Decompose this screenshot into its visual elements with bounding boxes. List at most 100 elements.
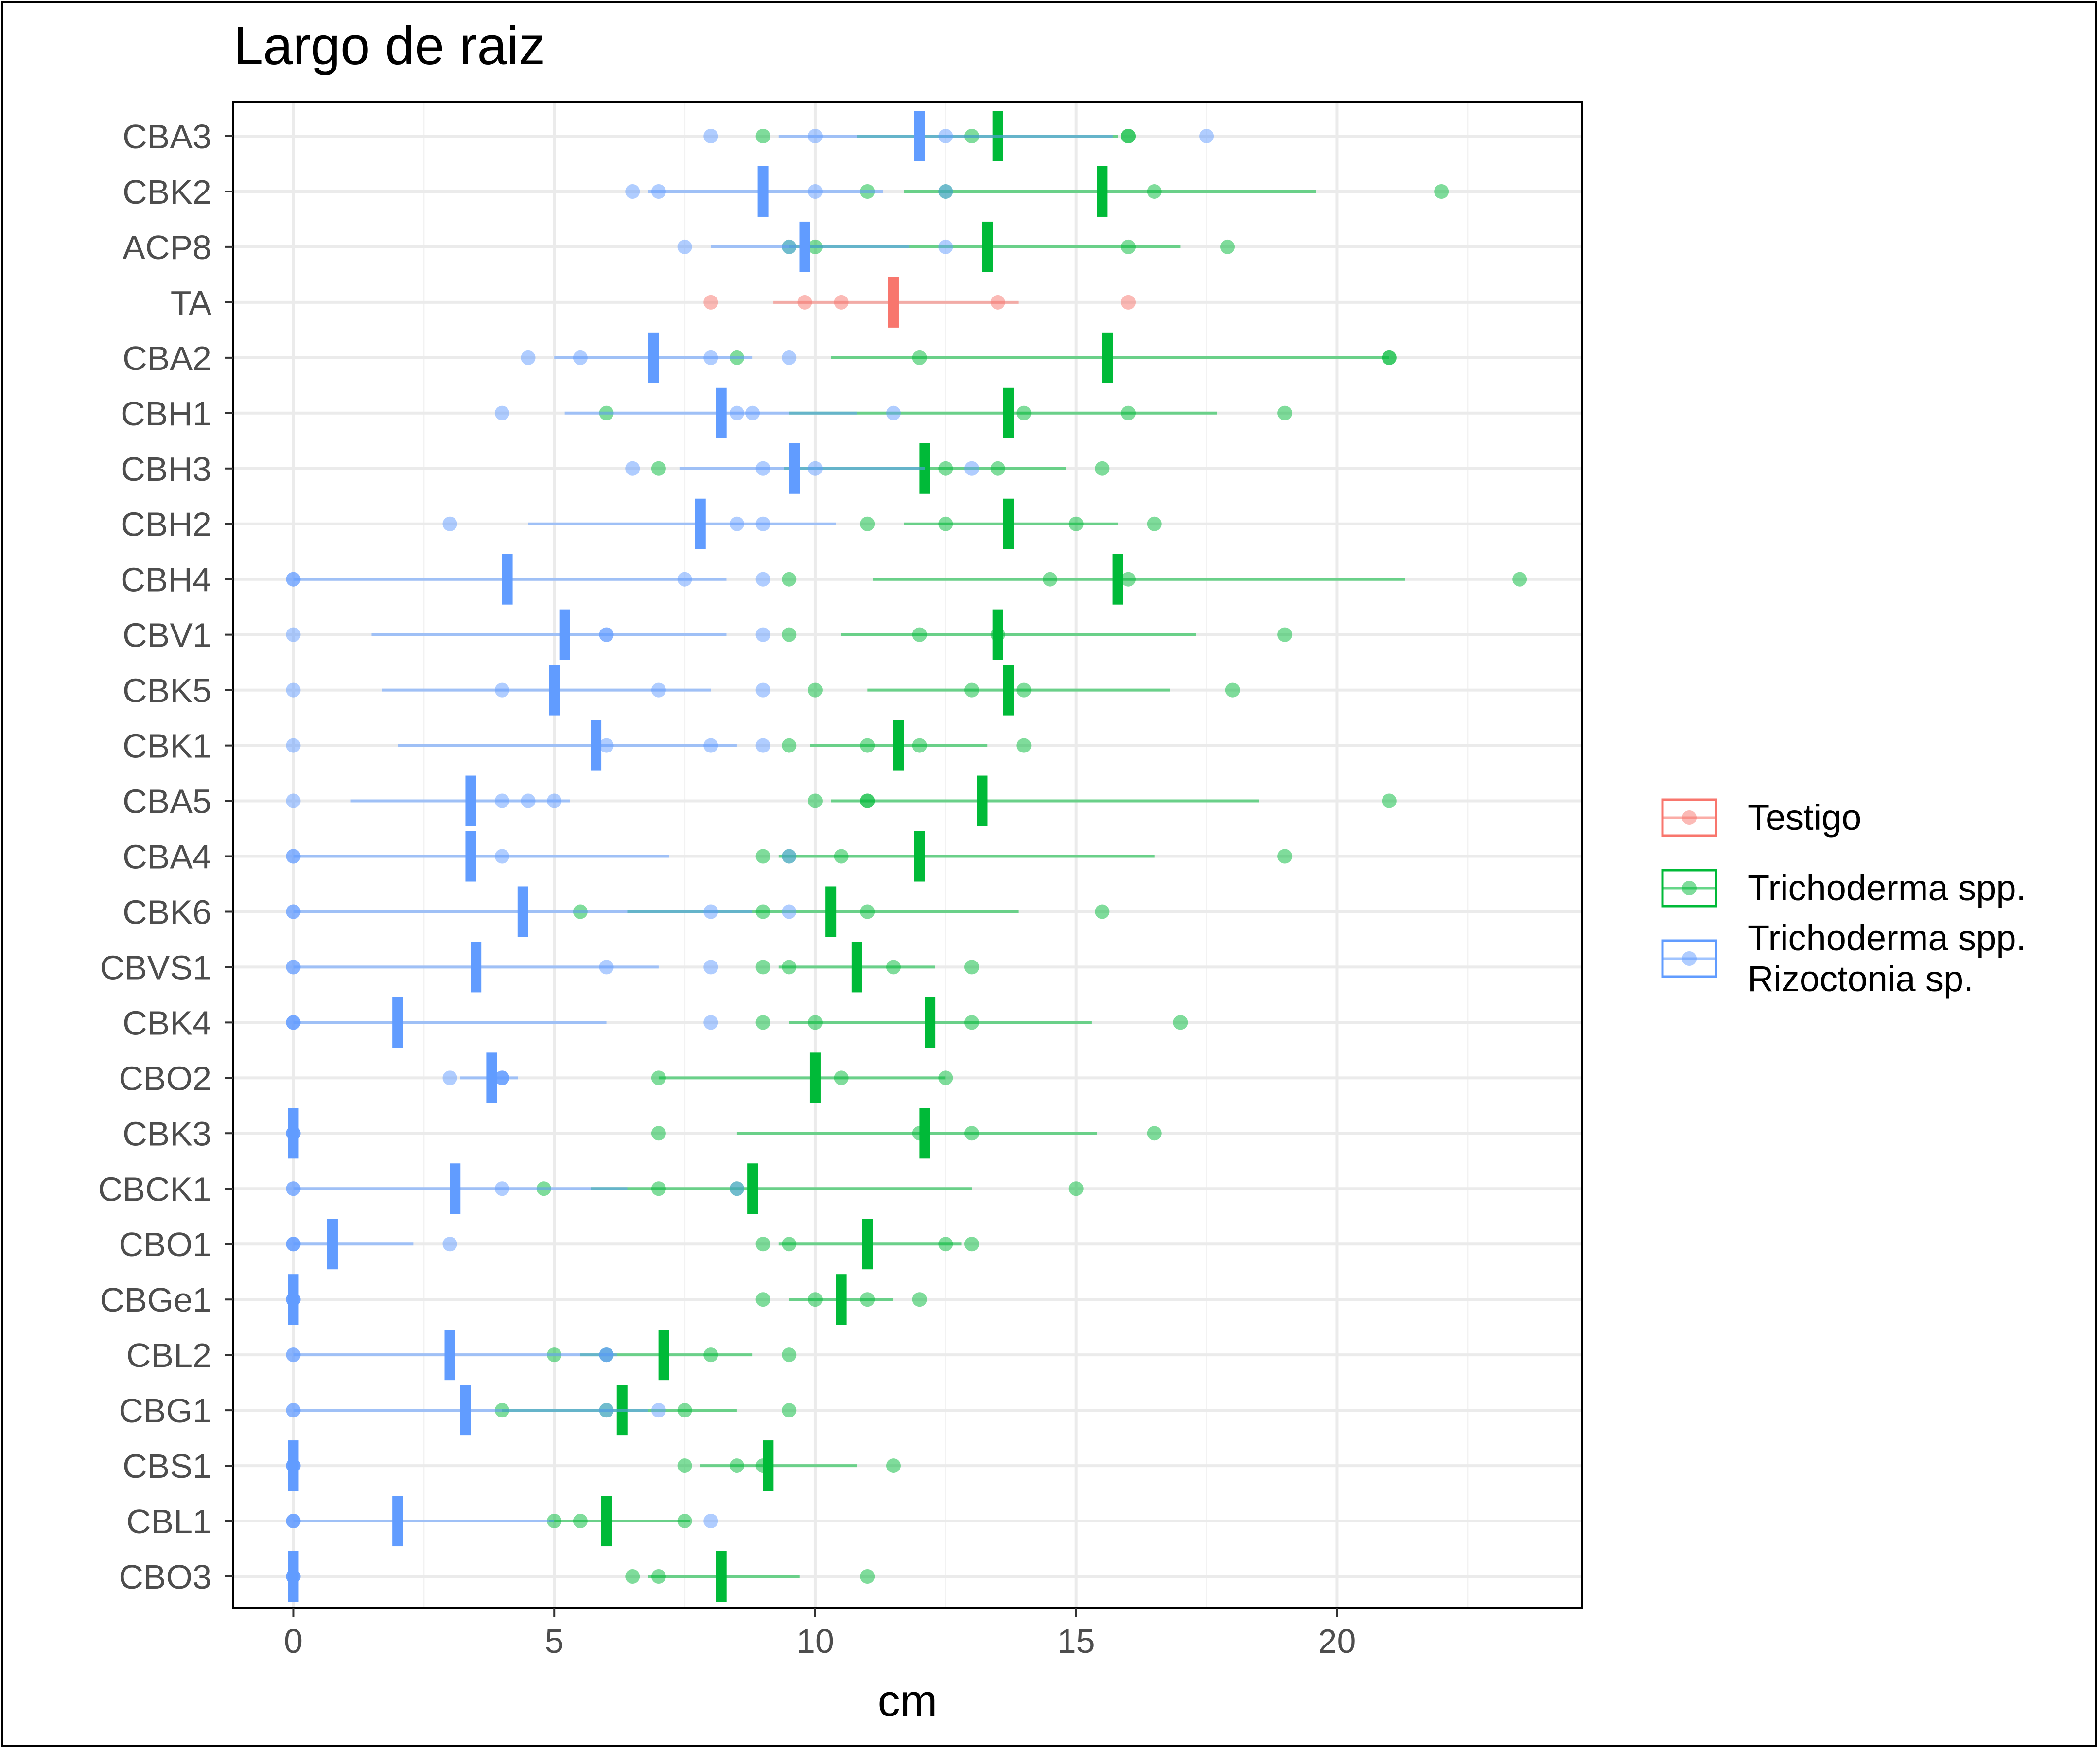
mark-trichoderma-spp-cbk5-point — [964, 682, 980, 698]
mark-trichoderma-spp-rizoctonia-sp-cbo2-point — [494, 1070, 509, 1085]
mark-trichoderma-spp-rizoctonia-sp-cbvs1-point — [703, 960, 718, 975]
mark-trichoderma-spp-cba5-point — [860, 793, 875, 808]
mark-trichoderma-spp-rizoctonia-sp-cbk1-mean — [591, 720, 602, 771]
mark-trichoderma-spp-cbh1-point — [1121, 405, 1136, 420]
legend-label: Testigo — [1748, 797, 1861, 838]
mark-trichoderma-spp-cbh3-point — [990, 461, 1005, 476]
mark-trichoderma-spp-rizoctonia-sp-cbck1-point — [494, 1181, 509, 1196]
mark-trichoderma-spp-rizoctonia-sp-cbh3-mean — [789, 443, 800, 494]
mark-trichoderma-spp-cbl1-mean — [601, 1496, 612, 1547]
mark-trichoderma-spp-cba4-point — [1278, 849, 1293, 864]
mark-trichoderma-spp-rizoctonia-sp-cbl1-mean — [392, 1496, 403, 1547]
mark-trichoderma-spp-rizoctonia-sp-cba2-point — [782, 350, 797, 365]
mark-trichoderma-spp-rizoctonia-sp-cbh3-point — [807, 461, 822, 476]
plot-border — [232, 101, 1583, 1609]
mark-trichoderma-spp-rizoctonia-sp-cba4-mean — [465, 831, 476, 882]
mark-trichoderma-spp-rizoctonia-sp-cbh2-point — [755, 516, 770, 531]
mark-trichoderma-spp-rizoctonia-sp-cbo2-point — [442, 1070, 457, 1085]
y-tick-label-cba2: CBA2 — [122, 339, 211, 377]
mark-trichoderma-spp-rizoctonia-sp-cbk1-point — [703, 738, 718, 753]
mark-trichoderma-spp-cbk2-point — [1147, 184, 1162, 199]
mark-trichoderma-spp-cbk5-point — [807, 682, 822, 698]
mark-trichoderma-spp-rizoctonia-sp-cba5-mean — [465, 775, 476, 826]
mark-trichoderma-spp-rizoctonia-sp-cbck1-point — [286, 1181, 301, 1196]
y-tick-label-cbk1: CBK1 — [122, 727, 211, 765]
mark-trichoderma-spp-rizoctonia-sp-cbh3-point — [755, 461, 770, 476]
mark-trichoderma-spp-rizoctonia-sp-cbck1-mean — [450, 1163, 461, 1214]
mark-trichoderma-spp-cba4-point — [834, 849, 849, 864]
mark-trichoderma-spp-cbk4-point — [1173, 1015, 1188, 1030]
y-tick-label-cbk5: CBK5 — [122, 672, 211, 710]
mark-trichoderma-spp-cba4-point — [755, 849, 770, 864]
y-tick-label-cbl1: CBL1 — [126, 1503, 211, 1540]
mark-trichoderma-spp-cbo3-point — [625, 1569, 640, 1584]
mark-trichoderma-spp-cbv1-point — [782, 627, 797, 642]
y-tick-label-cbk4: CBK4 — [122, 1004, 211, 1042]
mark-trichoderma-spp-cbo1-point — [964, 1237, 980, 1252]
mark-trichoderma-spp-rizoctonia-sp-cba2-mean — [648, 332, 659, 383]
mark-trichoderma-spp-rizoctonia-sp-cbk1-point — [599, 738, 614, 753]
mark-trichoderma-spp-rizoctonia-sp-cbk5-mean — [549, 665, 560, 716]
mark-trichoderma-spp-rizoctonia-sp-cba3-point — [938, 129, 953, 143]
mark-trichoderma-spp-rizoctonia-sp-cbv1-mean — [559, 609, 570, 660]
y-tick-label-cba5: CBA5 — [122, 783, 211, 821]
y-tick-label-cbh2: CBH2 — [121, 506, 211, 543]
mark-trichoderma-spp-rizoctonia-sp-acp8-mean — [799, 221, 810, 272]
mark-trichoderma-spp-rizoctonia-sp-cbk6-point — [782, 904, 797, 919]
mark-trichoderma-spp-cbk6-point — [755, 904, 770, 919]
mark-trichoderma-spp-rizoctonia-sp-cbk2-point — [625, 184, 640, 199]
mark-trichoderma-spp-rizoctonia-sp-cbl1-point — [286, 1514, 301, 1529]
mark-testigo-ta-point — [797, 295, 812, 310]
mark-trichoderma-spp-rizoctonia-sp-cbk4-point — [703, 1015, 718, 1030]
mark-trichoderma-spp-cbk2-mean — [1097, 166, 1108, 217]
mark-trichoderma-spp-rizoctonia-sp-cbk5-point — [286, 682, 301, 698]
mark-trichoderma-spp-rizoctonia-sp-cba4-point — [494, 849, 509, 864]
mark-trichoderma-spp-cbk5-point — [1225, 682, 1240, 698]
mark-trichoderma-spp-cba5-point — [1382, 793, 1397, 808]
mark-trichoderma-spp-cbge1-mean — [836, 1274, 847, 1325]
y-tick-label-cbge1: CBGe1 — [100, 1281, 211, 1319]
mark-trichoderma-spp-rizoctonia-sp-cbk2-point — [938, 184, 953, 199]
mark-testigo-ta-mean — [888, 277, 899, 328]
mark-trichoderma-spp-cbvs1-point — [964, 960, 980, 975]
mark-trichoderma-spp-rizoctonia-sp-cbh3-point — [964, 461, 980, 476]
legend-key-point — [1682, 951, 1697, 966]
mark-trichoderma-spp-rizoctonia-sp-cbvs1-mean — [471, 942, 482, 993]
mark-trichoderma-spp-cbl1-point — [573, 1514, 588, 1529]
chart-title: Largo de raiz — [233, 16, 545, 76]
mark-trichoderma-spp-rizoctonia-sp-cbk2-point — [807, 184, 822, 199]
series-testigo — [703, 277, 1136, 328]
mark-trichoderma-spp-cbh4-point — [1043, 572, 1058, 587]
mark-trichoderma-spp-rizoctonia-sp-cbh2-point — [442, 516, 457, 531]
mark-trichoderma-spp-rizoctonia-sp-acp8-point — [782, 239, 797, 254]
mark-trichoderma-spp-rizoctonia-sp-cba5-point — [286, 793, 301, 808]
legend-key-point — [1682, 810, 1697, 825]
mark-trichoderma-spp-cbh1-point — [1016, 405, 1032, 420]
mark-trichoderma-spp-rizoctonia-sp-cbh4-point — [755, 572, 770, 587]
y-tick-label-cbs1: CBS1 — [122, 1447, 211, 1485]
mark-trichoderma-spp-rizoctonia-sp-cbo1-point — [442, 1237, 457, 1252]
mark-trichoderma-spp-rizoctonia-sp-cba3-point — [703, 129, 718, 143]
mark-trichoderma-spp-cbl2-mean — [658, 1330, 669, 1381]
mark-trichoderma-spp-cbk3-point — [1147, 1126, 1162, 1141]
legend-label-line: Rizoctonia sp. — [1748, 959, 1974, 999]
mark-trichoderma-spp-rizoctonia-sp-cbo1-mean — [327, 1219, 338, 1270]
mark-trichoderma-spp-rizoctonia-sp-cbck1-point — [729, 1181, 744, 1196]
mark-testigo-ta-point — [703, 295, 718, 310]
mark-trichoderma-spp-rizoctonia-sp-cbh4-mean — [502, 554, 513, 605]
mark-trichoderma-spp-cba5-mean — [977, 775, 988, 826]
y-tick-label-cbck1: CBCK1 — [98, 1170, 211, 1208]
legend-label: Trichoderma spp. — [1748, 868, 2026, 908]
mark-trichoderma-spp-cbh4-point — [1121, 572, 1136, 587]
y-tick-label-cbh3: CBH3 — [121, 450, 211, 488]
mark-trichoderma-spp-rizoctonia-sp-cbo2-mean — [486, 1052, 497, 1103]
mark-trichoderma-spp-cbh4-mean — [1112, 554, 1123, 605]
y-tick-label-cbk2: CBK2 — [122, 173, 211, 211]
mark-trichoderma-spp-cbs1-point — [886, 1458, 901, 1473]
mark-trichoderma-spp-rizoctonia-sp-cba5-point — [494, 793, 509, 808]
mark-trichoderma-spp-rizoctonia-sp-cba2-point — [521, 350, 536, 365]
x-tick-label-0: 0 — [284, 1622, 303, 1660]
mark-trichoderma-spp-cbge1-point — [755, 1292, 770, 1307]
mark-trichoderma-spp-cbg1-point — [782, 1403, 797, 1418]
